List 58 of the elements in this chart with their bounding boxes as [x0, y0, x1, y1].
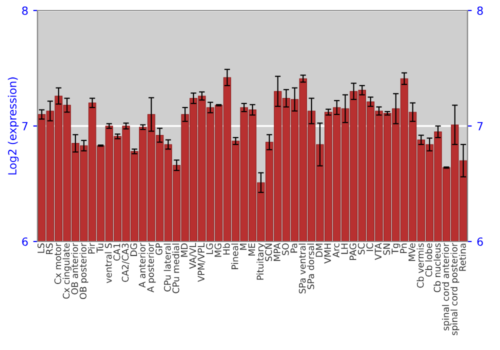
y2-tick-label: 7 — [477, 122, 483, 130]
x-tick-label: Arc — [332, 243, 340, 258]
x-tick-label: A anterior — [138, 242, 146, 288]
x-tick-label: A posterior — [146, 242, 156, 292]
x-tick-label: VPM/VPL — [198, 242, 206, 282]
x-tick-label: DG — [130, 244, 138, 256]
x-tick-label: MPA — [274, 242, 280, 261]
x-tick-label: RS — [46, 243, 53, 254]
x-tick-label: ME — [248, 243, 255, 256]
y-tick-label: 8 — [22, 6, 28, 15]
y2-tick-label: 8 — [477, 6, 483, 15]
x-tick-label: LG — [206, 244, 213, 254]
x-tick-label: Cb lobe — [425, 243, 432, 277]
x-tick-label: IC — [366, 243, 374, 251]
x-tick-label: PAG — [349, 244, 356, 260]
x-tick-label: Cb vermis — [416, 243, 424, 288]
y-axis-title: Log2 (expression) — [8, 77, 19, 174]
x-tick-label: GP — [156, 243, 162, 255]
x-tick-label: Pir — [88, 242, 95, 254]
x-tick-label: Cx motor — [54, 242, 62, 284]
x-tick-label: OB posterior — [80, 242, 88, 300]
x-tick-label: spinal cord posterior — [450, 242, 460, 336]
x-tick-label: Cx cingulate — [62, 243, 72, 299]
x-tick-label: CPu medial — [172, 244, 180, 294]
x-tick-label: VTA — [374, 242, 382, 260]
x-tick-label: SPa ventral — [298, 244, 306, 294]
x-tick-label: VMH — [324, 244, 331, 264]
x-tick-label: CA1 — [113, 244, 120, 261]
x-tick-label: Pineal — [231, 244, 238, 270]
y-tick-label: 7 — [22, 122, 28, 130]
y2-tick-label: 6 — [477, 237, 483, 246]
x-tick-label: Pn — [400, 244, 407, 254]
x-tick-label: Retina — [458, 244, 466, 271]
x-tick-label: OB anterior — [71, 242, 78, 294]
x-tick-label: CPu lateral — [164, 244, 171, 292]
x-tick-label: Tu — [96, 244, 104, 253]
x-tick-label: DM — [316, 244, 322, 257]
x-tick-label: Pa — [290, 244, 298, 253]
x-tick-label: Tg — [392, 244, 400, 254]
x-tick-label: VA/VL — [189, 242, 197, 269]
x-tick-label: SCN — [265, 244, 272, 262]
x-tick-label: Hb — [222, 243, 230, 255]
x-tick-label: Pituitary — [256, 243, 266, 280]
x-tick-label: LS — [38, 243, 44, 253]
x-tick-label: SPa dorsal — [307, 244, 314, 290]
x-tick-label: M — [240, 244, 247, 250]
x-tick-label: SN — [383, 244, 390, 255]
x-tick-label: SC — [358, 243, 365, 254]
x-tick-label: CA2/CA3 — [122, 244, 130, 282]
x-tick-label: ventral S — [104, 243, 112, 284]
x-tick-label: LH — [341, 244, 348, 254]
x-tick-label: spinal cord anterior — [442, 242, 451, 330]
x-tick-label: MD — [180, 243, 188, 257]
x-tick-label: Cb nucleus — [434, 243, 441, 292]
x-tick-label: SO — [282, 243, 289, 256]
y-tick-label: 6 — [22, 237, 28, 246]
x-tick-label: MVe — [408, 243, 416, 261]
x-tick-label: MG — [214, 244, 222, 257]
